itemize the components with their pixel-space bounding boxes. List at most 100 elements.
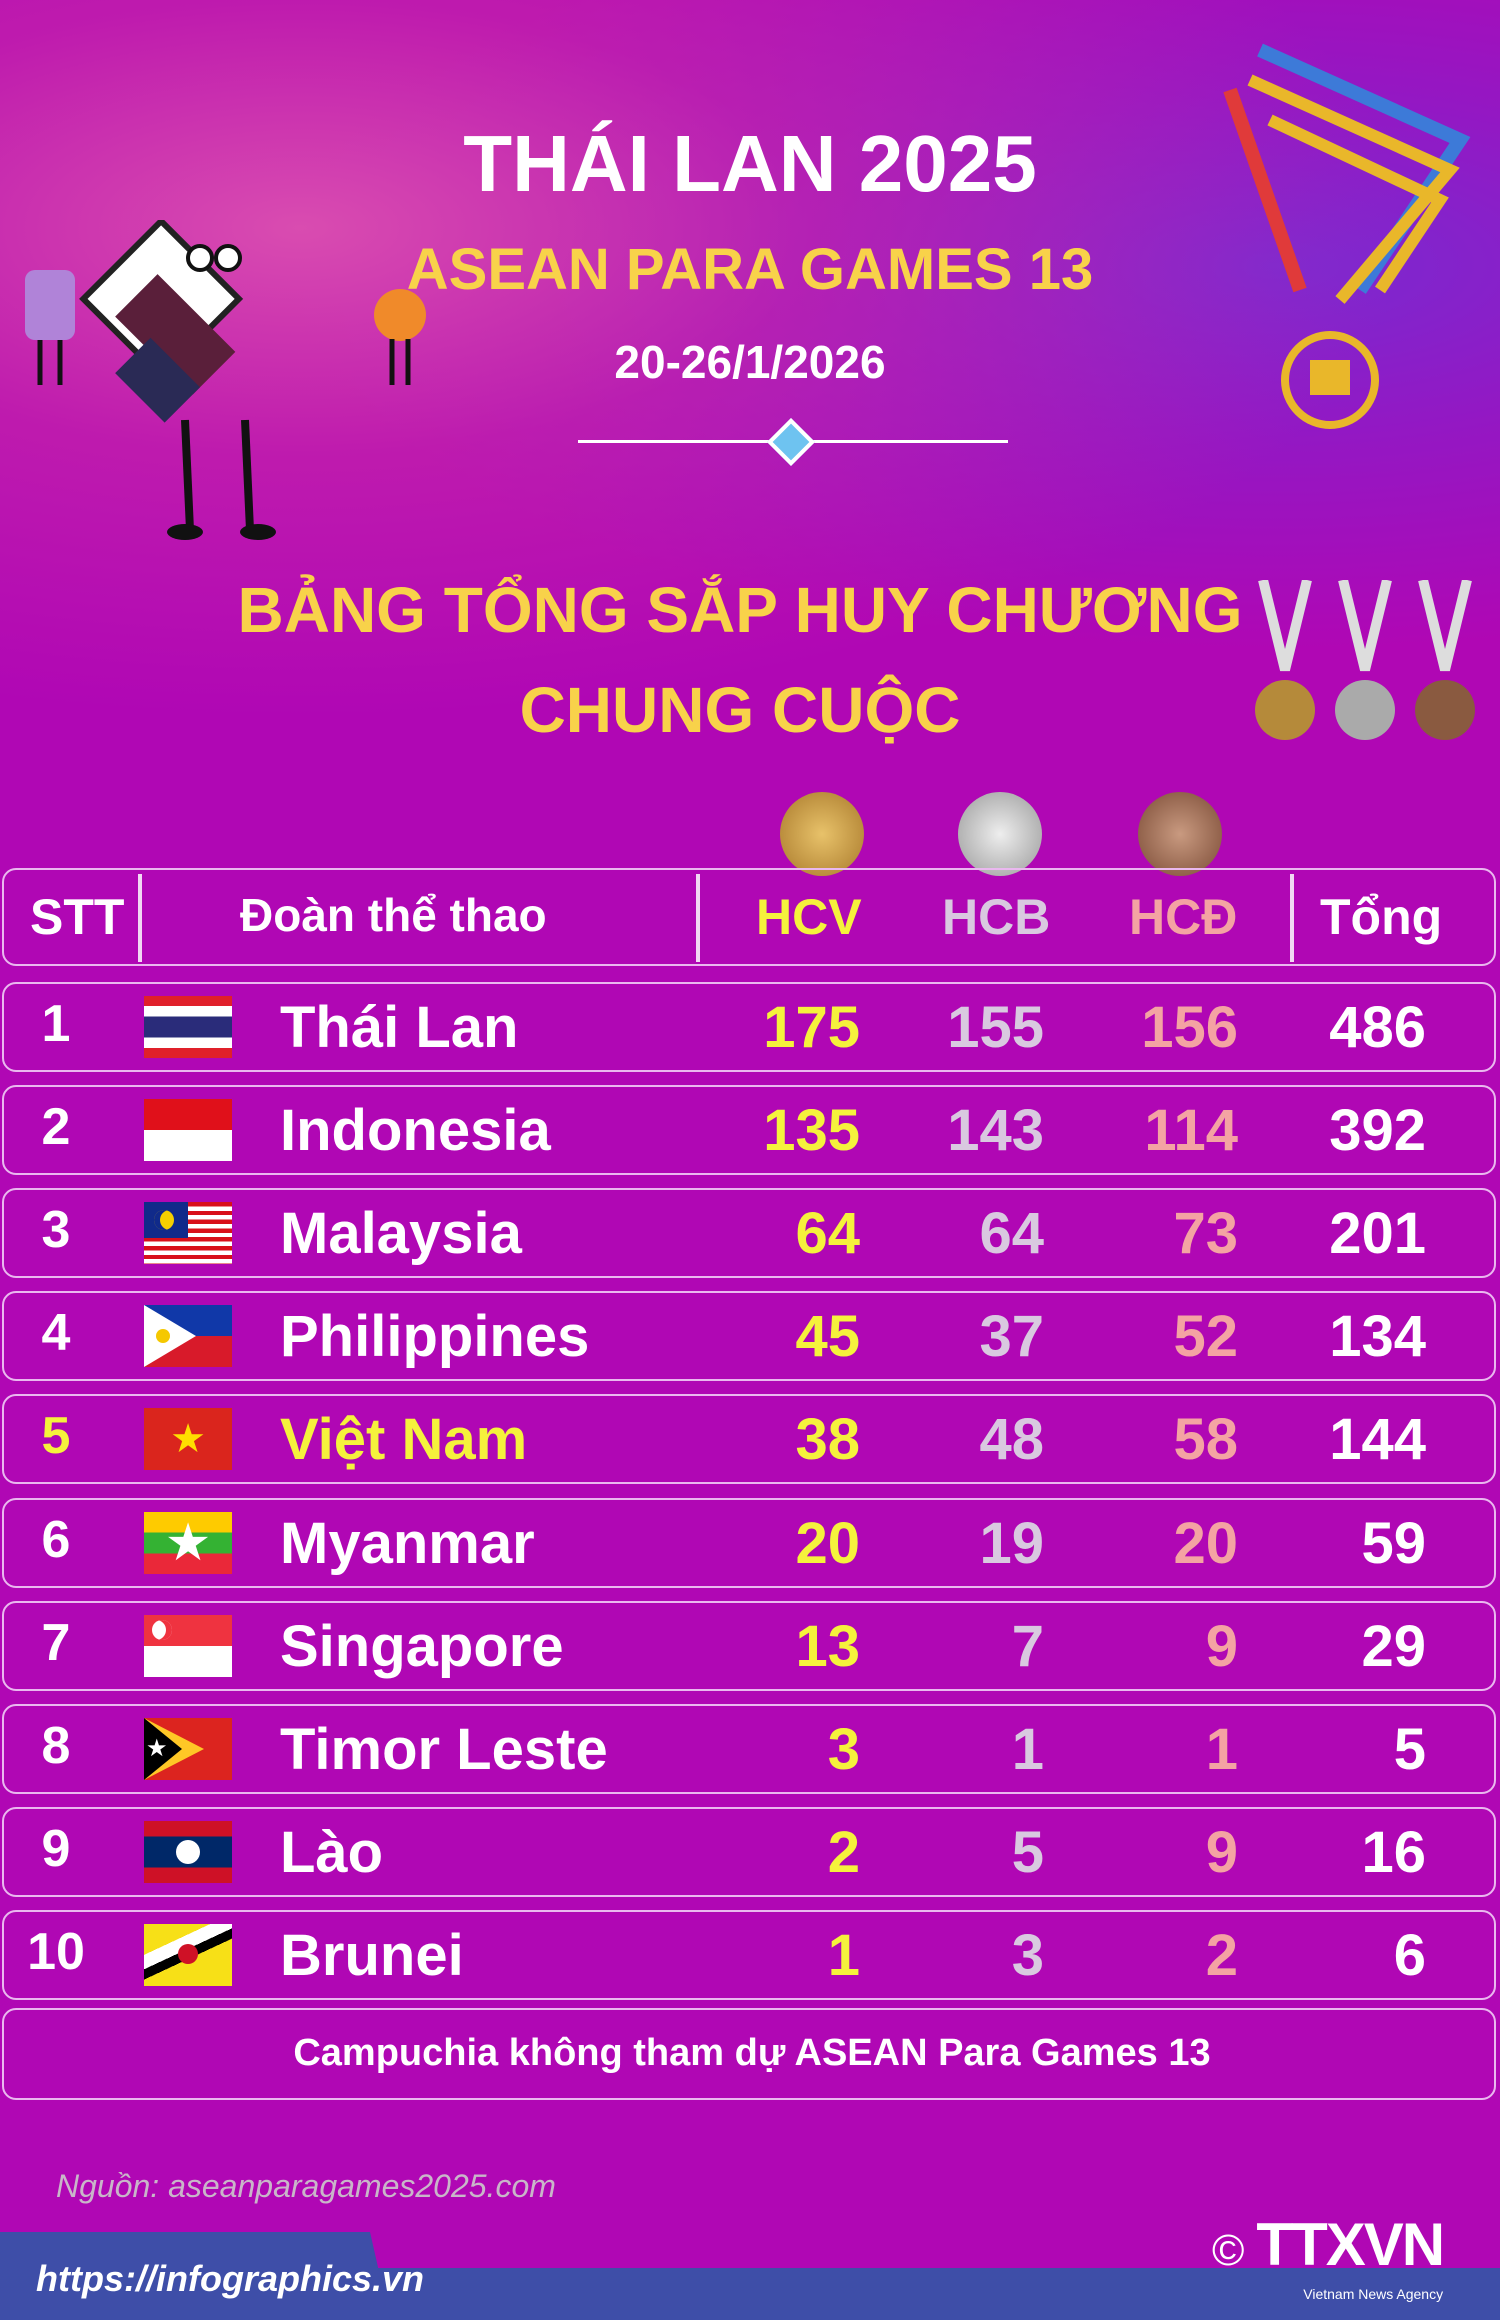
thailand-flag-icon	[144, 996, 232, 1058]
table-row: 3 Malaysia 64 64 73 201	[2, 1188, 1496, 1279]
table-header-row: STT Đoàn thể thao HCV HCB HCĐ Tổng	[2, 868, 1496, 966]
team-name-cell: Myanmar	[280, 1510, 535, 1576]
bronze-count-cell: 114	[1144, 1098, 1238, 1164]
bronze-medal-icon	[1138, 792, 1222, 876]
rank-cell: 8	[41, 1716, 71, 1775]
team-name-cell: Timor Leste	[280, 1716, 608, 1782]
gold-count-cell: 20	[795, 1510, 860, 1576]
team-name-cell: Việt Nam	[280, 1407, 528, 1473]
silver-count-cell: 5	[1011, 1819, 1044, 1885]
event-dates: 20-26/1/2026	[614, 336, 886, 388]
mascot-illustration	[25, 220, 426, 540]
total-count-cell: 5	[1393, 1716, 1426, 1782]
team-name-cell: Malaysia	[280, 1201, 522, 1267]
copyright-icon: ©	[1212, 2226, 1244, 2275]
gold-count-cell: 135	[763, 1098, 860, 1164]
table-row: 9 Lào 2 5 9 16	[2, 1806, 1496, 1897]
rank-cell: 4	[41, 1304, 71, 1363]
silver-count-cell: 3	[1011, 1922, 1044, 1988]
table-row: 5 ★ Việt Nam 38 48 58 144	[2, 1394, 1496, 1485]
malaysia-flag-icon	[144, 1202, 232, 1265]
note-text: Campuchia không tham dự ASEAN Para Games…	[293, 2032, 1211, 2074]
header-silver: HCB	[942, 889, 1051, 945]
gold-count-cell: 45	[795, 1304, 860, 1370]
timor-leste-flag-icon: ★	[144, 1717, 232, 1780]
total-count-cell: 134	[1329, 1304, 1426, 1370]
total-count-cell: 392	[1329, 1098, 1426, 1164]
gold-count-cell: 64	[795, 1201, 860, 1267]
bronze-count-cell: 58	[1173, 1407, 1238, 1473]
gold-count-cell: 175	[763, 995, 860, 1060]
silver-count-cell: 64	[979, 1201, 1044, 1267]
brunei-flag-icon	[144, 1923, 232, 1986]
header-team: Đoàn thể thao	[240, 889, 547, 941]
silver-count-cell: 7	[1011, 1613, 1044, 1679]
total-count-cell: 16	[1361, 1819, 1426, 1885]
indonesia-flag-icon	[144, 1099, 232, 1162]
event-subtitle: ASEAN PARA GAMES 13	[406, 237, 1094, 302]
note-box: Campuchia không tham dự ASEAN Para Games…	[2, 2008, 1496, 2100]
bronze-count-cell: 1	[1205, 1716, 1238, 1782]
silver-count-cell: 37	[979, 1304, 1044, 1370]
bronze-count-cell: 2	[1205, 1922, 1238, 1988]
medals-icon	[1255, 580, 1475, 740]
team-name-cell: Lào	[280, 1819, 384, 1885]
total-count-cell: 59	[1361, 1510, 1426, 1576]
philippines-flag-icon	[144, 1305, 232, 1368]
total-count-cell: 144	[1329, 1407, 1426, 1473]
rank-cell: 10	[27, 1922, 85, 1981]
total-count-cell: 29	[1361, 1613, 1426, 1679]
silver-count-cell: 48	[979, 1407, 1044, 1473]
header-total: Tổng	[1320, 889, 1443, 945]
team-name-cell: Philippines	[280, 1304, 590, 1370]
total-count-cell: 6	[1393, 1922, 1426, 1988]
table-row: 4 Philippines 45 37 52 134	[2, 1291, 1496, 1382]
event-title: THÁI LAN 2025	[463, 119, 1037, 208]
ttxvn-logo: © TTXVN Vietnam News Agency	[1212, 2211, 1445, 2303]
laos-flag-icon	[144, 1820, 232, 1883]
column-divider	[1290, 874, 1294, 962]
rank-cell: 9	[41, 1819, 71, 1878]
silver-count-cell: 19	[979, 1510, 1044, 1576]
team-name-cell: Indonesia	[280, 1098, 551, 1164]
table-row: 8 ★ Timor Leste 3 1 1 5	[2, 1703, 1496, 1794]
silver-count-cell: 155	[947, 995, 1044, 1060]
table-heading-line1: BẢNG TỔNG SẮP HUY CHƯƠNG	[237, 574, 1243, 646]
bronze-count-cell: 9	[1205, 1613, 1238, 1679]
table-row: 2 Indonesia 135 143 114 392	[2, 1085, 1496, 1176]
bronze-count-cell: 52	[1173, 1304, 1238, 1370]
silver-count-cell: 143	[947, 1098, 1044, 1164]
table-row: 1 Thái Lan 175 155 156 486	[2, 982, 1496, 1072]
gold-count-cell: 38	[795, 1407, 860, 1473]
logo-tagline: Vietnam News Agency	[1303, 2286, 1444, 2302]
team-name-cell: Brunei	[280, 1922, 464, 1988]
logo-text: TTXVN	[1256, 2211, 1445, 2278]
table-heading: BẢNG TỔNG SẮP HUY CHƯƠNG CHUNG CUỘC	[150, 560, 1330, 760]
table-row: 6 ★ Myanmar 20 19 20 59	[2, 1497, 1496, 1588]
bronze-count-cell: 156	[1141, 995, 1238, 1060]
website-link[interactable]: https://infographics.vn	[36, 2258, 425, 2299]
table-row: 10 Brunei 1 3 2 6	[2, 1909, 1496, 2000]
bronze-count-cell: 20	[1173, 1510, 1238, 1576]
gold-count-cell: 13	[795, 1613, 860, 1679]
gold-medal-icon	[780, 792, 864, 876]
header-rank: STT	[30, 889, 125, 945]
myanmar-flag-icon: ★	[144, 1511, 232, 1574]
column-divider	[138, 874, 142, 962]
column-divider	[696, 874, 700, 962]
rank-cell: 1	[41, 995, 71, 1053]
rank-cell: 7	[41, 1613, 71, 1672]
rank-cell: 6	[41, 1510, 71, 1569]
gold-count-cell: 3	[827, 1716, 860, 1782]
rank-cell: 2	[41, 1098, 71, 1157]
gold-count-cell: 1	[827, 1922, 860, 1988]
table-heading-line2: CHUNG CUỘC	[519, 674, 961, 746]
silver-medal-icon	[958, 792, 1042, 876]
source-text: Nguồn: aseanparagames2025.com	[56, 2168, 556, 2204]
bronze-count-cell: 9	[1205, 1819, 1238, 1885]
header-gold: HCV	[756, 889, 862, 945]
footer-tab	[0, 2232, 390, 2320]
team-name-cell: Thái Lan	[280, 995, 519, 1060]
total-count-cell: 486	[1329, 995, 1426, 1060]
silver-count-cell: 1	[1011, 1716, 1044, 1782]
